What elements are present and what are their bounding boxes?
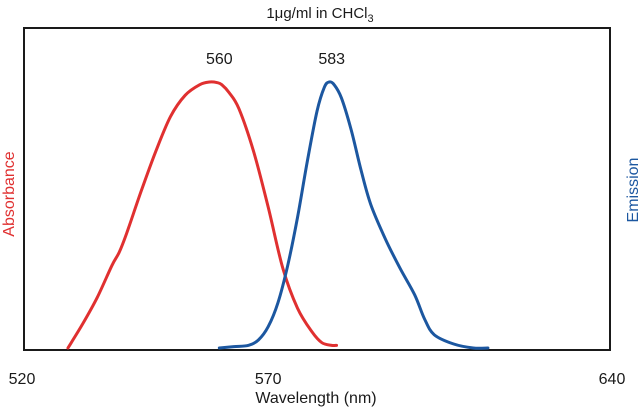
x-tick-label-520: 520 xyxy=(9,371,36,388)
peak-label-layer: 560 583 xyxy=(206,51,345,68)
y-axis-title-right: Emission xyxy=(625,158,640,223)
x-tick-label-640: 640 xyxy=(599,371,626,388)
chart-title-main: 1μg/ml in CHCl xyxy=(266,5,367,22)
chart-title: 1μg/ml in CHCl3 xyxy=(266,5,373,25)
absorbance-curve xyxy=(66,80,339,350)
x-tick-labels: 520 570 640 xyxy=(9,371,626,388)
x-axis-title: Wavelength (nm) xyxy=(255,390,376,407)
emission-peak-label: 583 xyxy=(318,51,345,68)
series-layer xyxy=(66,80,490,350)
y-axis-title-left: Absorbance xyxy=(1,151,18,236)
plot-frame xyxy=(23,27,611,351)
chart-title-subscript: 3 xyxy=(368,13,374,25)
x-tick-label-570: 570 xyxy=(255,371,282,388)
absorbance-peak-label: 560 xyxy=(206,51,233,68)
emission-curve xyxy=(217,80,490,350)
